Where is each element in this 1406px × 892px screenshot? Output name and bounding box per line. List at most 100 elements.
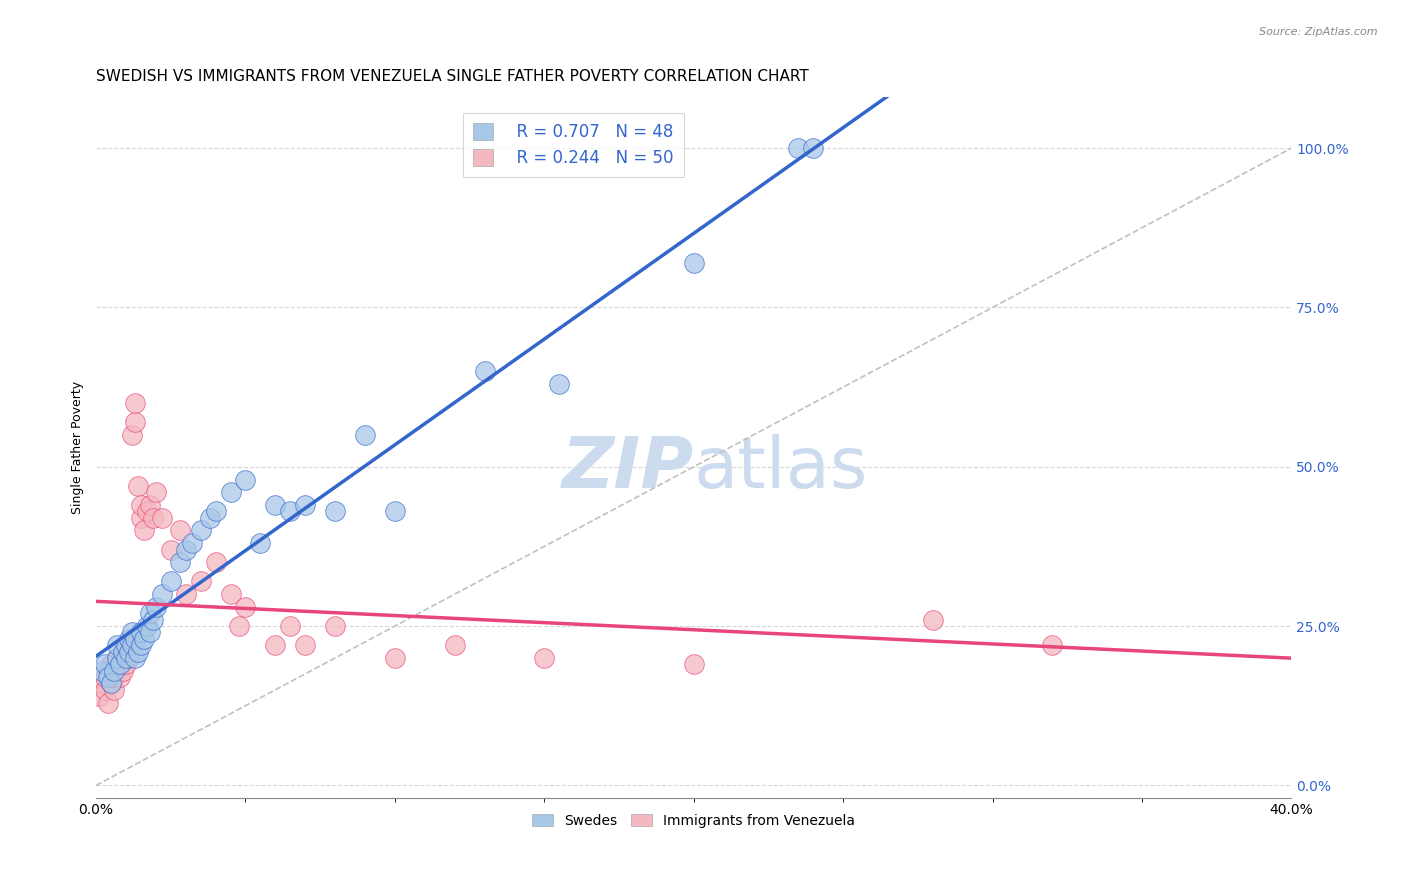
Point — [97, 670, 120, 684]
Point — [115, 657, 138, 672]
Point — [105, 638, 128, 652]
Point — [145, 485, 167, 500]
Text: SWEDISH VS IMMIGRANTS FROM VENEZUELA SINGLE FATHER POVERTY CORRELATION CHART: SWEDISH VS IMMIGRANTS FROM VENEZUELA SIN… — [96, 69, 808, 84]
Point — [105, 651, 128, 665]
Point — [129, 498, 152, 512]
Point — [159, 574, 181, 589]
Point — [97, 664, 120, 678]
Point — [124, 415, 146, 429]
Point — [682, 657, 704, 672]
Point — [94, 682, 117, 697]
Point — [94, 670, 117, 684]
Point — [121, 638, 143, 652]
Point — [121, 625, 143, 640]
Point — [139, 498, 162, 512]
Point — [105, 664, 128, 678]
Point — [118, 644, 141, 658]
Point — [204, 504, 226, 518]
Point — [129, 625, 152, 640]
Point — [278, 504, 301, 518]
Point — [124, 396, 146, 410]
Point — [219, 587, 242, 601]
Point — [294, 498, 316, 512]
Point — [129, 510, 152, 524]
Point — [354, 428, 377, 442]
Point — [443, 638, 465, 652]
Point — [142, 613, 165, 627]
Point — [323, 504, 346, 518]
Text: atlas: atlas — [693, 434, 868, 503]
Point — [108, 670, 131, 684]
Point — [264, 498, 287, 512]
Point — [533, 651, 555, 665]
Text: Source: ZipAtlas.com: Source: ZipAtlas.com — [1260, 27, 1378, 37]
Point — [384, 651, 406, 665]
Point — [124, 651, 146, 665]
Point — [129, 638, 152, 652]
Point — [118, 638, 141, 652]
Point — [103, 670, 125, 684]
Point — [111, 644, 134, 658]
Point — [682, 256, 704, 270]
Point — [228, 619, 250, 633]
Point — [100, 657, 122, 672]
Point — [118, 632, 141, 646]
Point — [135, 504, 157, 518]
Point — [103, 682, 125, 697]
Point — [264, 638, 287, 652]
Point — [121, 428, 143, 442]
Point — [801, 141, 824, 155]
Point — [97, 696, 120, 710]
Point — [190, 524, 212, 538]
Point — [142, 510, 165, 524]
Point — [91, 664, 114, 678]
Point — [219, 485, 242, 500]
Point — [105, 651, 128, 665]
Point — [787, 141, 810, 155]
Point — [132, 632, 155, 646]
Text: ZIP: ZIP — [561, 434, 693, 503]
Point — [190, 574, 212, 589]
Point — [115, 638, 138, 652]
Point — [150, 587, 173, 601]
Point — [91, 676, 114, 690]
Point — [384, 504, 406, 518]
Point — [124, 632, 146, 646]
Point — [100, 676, 122, 690]
Point — [548, 376, 571, 391]
Point — [204, 555, 226, 569]
Point — [921, 613, 943, 627]
Point — [115, 638, 138, 652]
Point — [100, 676, 122, 690]
Point — [139, 607, 162, 621]
Point — [139, 625, 162, 640]
Point — [145, 599, 167, 614]
Point — [103, 664, 125, 678]
Point — [132, 524, 155, 538]
Point — [198, 510, 221, 524]
Point — [474, 364, 496, 378]
Point — [323, 619, 346, 633]
Point — [94, 657, 117, 672]
Point — [127, 479, 149, 493]
Point — [159, 542, 181, 557]
Y-axis label: Single Father Poverty: Single Father Poverty — [72, 381, 84, 514]
Point — [127, 644, 149, 658]
Point — [180, 536, 202, 550]
Point — [278, 619, 301, 633]
Point — [169, 555, 191, 569]
Point — [249, 536, 271, 550]
Point — [115, 651, 138, 665]
Point — [118, 651, 141, 665]
Point — [174, 587, 197, 601]
Point — [87, 689, 110, 703]
Point — [294, 638, 316, 652]
Point — [135, 619, 157, 633]
Point — [1040, 638, 1063, 652]
Point — [235, 599, 257, 614]
Point — [108, 657, 131, 672]
Point — [169, 524, 191, 538]
Legend: Swedes, Immigrants from Venezuela: Swedes, Immigrants from Venezuela — [527, 808, 860, 833]
Point — [111, 644, 134, 658]
Point — [111, 664, 134, 678]
